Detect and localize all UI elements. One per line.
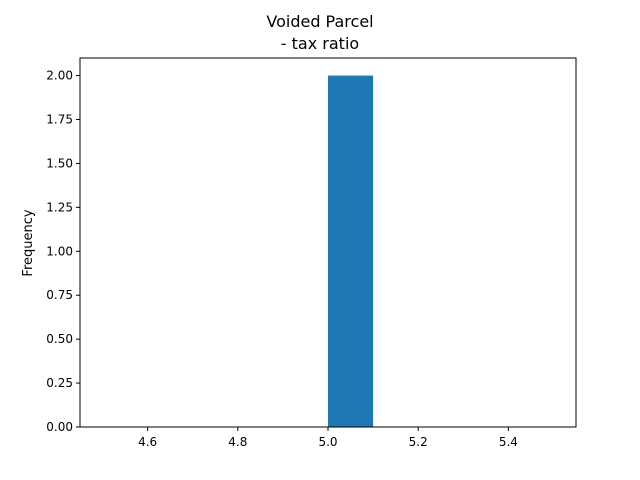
y-tick-label: 0.25 — [46, 376, 73, 390]
x-tick-label: 5.0 — [318, 435, 337, 449]
x-tick-label: 5.2 — [409, 435, 428, 449]
histogram-bar-0 — [328, 75, 374, 428]
y-tick-label: 1.25 — [46, 200, 73, 214]
chart-title-line-2: - tax ratio — [281, 34, 359, 53]
chart-title-line-1: Voided Parcel — [266, 12, 373, 31]
y-tick-label: 0.50 — [46, 332, 73, 346]
y-tick-label: 1.75 — [46, 113, 73, 127]
y-tick-label: 1.00 — [46, 244, 73, 258]
x-tick-label: 4.6 — [138, 435, 157, 449]
x-tick-label: 4.8 — [228, 435, 247, 449]
y-axis: 0.00 0.25 0.50 0.75 1.00 1.25 1.50 1.75 2.00 — [46, 69, 80, 434]
x-axis: 4.6 4.8 5.0 5.2 5.4 — [138, 427, 518, 449]
y-axis-label: Frequency — [21, 209, 36, 276]
x-tick-label: 5.4 — [499, 435, 518, 449]
y-tick-label: 0.00 — [46, 420, 73, 434]
y-tick-label: 0.75 — [46, 288, 73, 302]
y-tick-label: 2.00 — [46, 69, 73, 83]
bars-group — [328, 75, 374, 428]
plot-area-frame — [79, 57, 577, 428]
y-tick-label: 1.50 — [46, 156, 73, 170]
